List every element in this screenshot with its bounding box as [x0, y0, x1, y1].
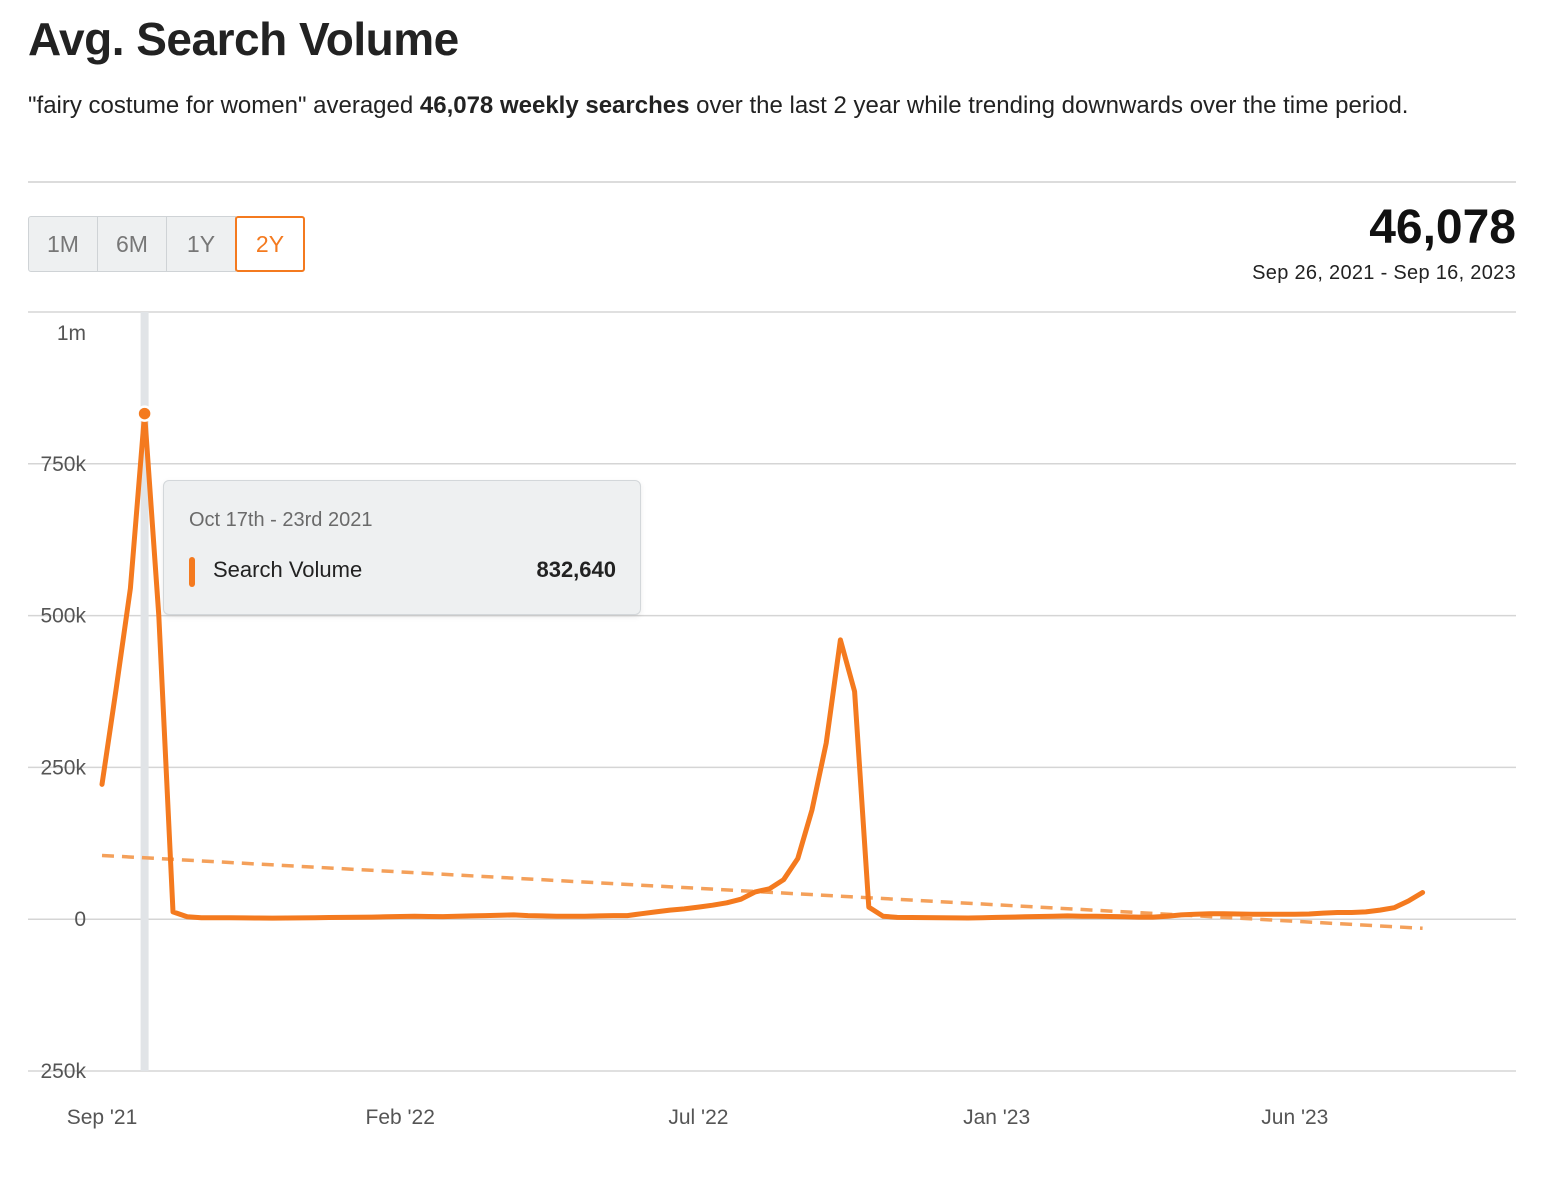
hover-point: [136, 405, 153, 422]
x-tick-label: Sep '21: [67, 1106, 138, 1129]
average-value: 46,078: [1369, 201, 1516, 254]
y-tick-label: 250k: [40, 756, 86, 779]
date-range: Sep 26, 2021 - Sep 16, 2023: [1252, 262, 1516, 284]
y-tick-label: 0: [74, 908, 86, 931]
range-tab-1y[interactable]: 1Y: [166, 216, 236, 272]
search-volume-chart[interactable]: 1m 750k 500k 250k 0 250k Sep '21 Feb '22 Jul '22…: [0, 300, 1558, 1140]
summary-highlight: 46,078 weekly searches: [419, 92, 690, 119]
x-tick-label: Jan '23: [963, 1106, 1030, 1129]
y-tick-label: 750k: [40, 453, 86, 476]
range-tab-2y[interactable]: 2Y: [235, 216, 305, 272]
header-divider: [28, 181, 1516, 183]
summary-prefix: "fairy costume for women" averaged: [28, 92, 420, 119]
x-tick-label: Feb '22: [366, 1106, 435, 1129]
summary-suffix: over the last 2 year while trending down…: [689, 92, 1409, 119]
x-tick-label: Jul '22: [668, 1106, 728, 1129]
tooltip-value: 832,640: [536, 557, 616, 582]
summary-text: "fairy costume for women" averaged 46,07…: [28, 88, 1508, 124]
x-tick-label: Jun '23: [1261, 1106, 1328, 1129]
y-tick-label: 1m: [57, 322, 86, 345]
hover-highlight-band: [140, 312, 149, 1071]
tooltip-series-label: Search Volume: [213, 557, 363, 582]
series-line-search-volume: [99, 411, 1426, 921]
series-swatch-icon: [189, 557, 195, 587]
chart-title: Avg. Search Volume: [28, 13, 459, 65]
y-tick-label: 500k: [40, 605, 86, 628]
y-tick-label: 250k: [40, 1060, 86, 1083]
range-tab-1m[interactable]: 1M: [28, 216, 98, 272]
chart-tooltip: Oct 17th - 23rd 2021 Search Volume 832,6…: [163, 480, 641, 615]
range-tab-6m[interactable]: 6M: [97, 216, 167, 272]
tooltip-date: Oct 17th - 23rd 2021: [189, 509, 373, 531]
time-range-selector: 1M 6M 1Y 2Y: [28, 216, 305, 272]
